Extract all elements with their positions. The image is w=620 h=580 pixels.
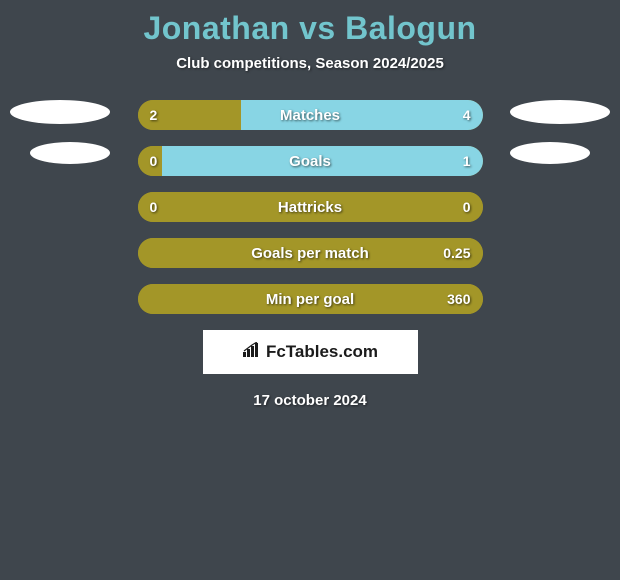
logo-label: FcTables.com <box>266 342 378 362</box>
left-player-markers <box>10 100 120 170</box>
player-marker-ellipse <box>10 100 110 124</box>
stat-bar: 0Hattricks0 <box>138 192 483 222</box>
logo-text: FcTables.com <box>242 342 378 363</box>
bar-label: Goals <box>138 146 483 176</box>
page-subtitle: Club competitions, Season 2024/2025 <box>0 55 620 100</box>
bar-right-value: 0.25 <box>443 238 470 268</box>
stat-bar: Min per goal360 <box>138 284 483 314</box>
page-title: Jonathan vs Balogun <box>0 0 620 55</box>
source-logo: FcTables.com <box>203 330 418 374</box>
comparison-bars: 2Matches40Goals10Hattricks0Goals per mat… <box>138 100 483 314</box>
player-marker-ellipse <box>510 100 610 124</box>
bar-label: Matches <box>138 100 483 130</box>
bar-right-value: 0 <box>463 192 471 222</box>
stat-bar: 0Goals1 <box>138 146 483 176</box>
player-marker-ellipse <box>510 142 590 164</box>
bar-label: Hattricks <box>138 192 483 222</box>
bar-chart-icon <box>242 342 262 363</box>
bar-label: Min per goal <box>138 284 483 314</box>
chart-area: 2Matches40Goals10Hattricks0Goals per mat… <box>0 100 620 314</box>
bar-label: Goals per match <box>138 238 483 268</box>
right-player-markers <box>500 100 610 170</box>
stat-bar: Goals per match0.25 <box>138 238 483 268</box>
date-line: 17 october 2024 <box>0 374 620 409</box>
stat-bar: 2Matches4 <box>138 100 483 130</box>
player-marker-ellipse <box>30 142 110 164</box>
bar-right-value: 1 <box>463 146 471 176</box>
bar-right-value: 360 <box>447 284 470 314</box>
bar-right-value: 4 <box>463 100 471 130</box>
